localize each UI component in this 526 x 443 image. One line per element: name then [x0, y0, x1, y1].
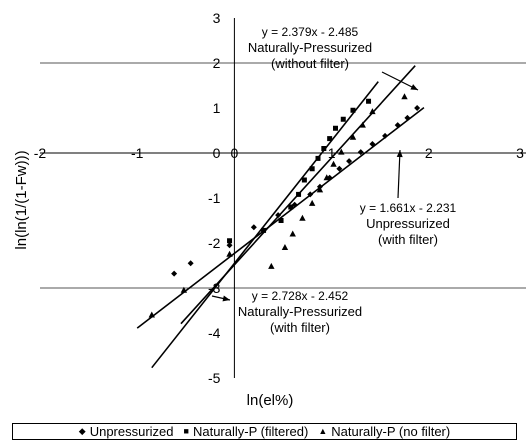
- y-tick-label: 3: [213, 10, 221, 26]
- square-point: [340, 116, 346, 122]
- x-tick-label: 2: [425, 145, 433, 161]
- diamond-point: [382, 132, 389, 139]
- diamond-point: [346, 158, 353, 165]
- legend-item-unpressurized: ◆ Unpressurized: [79, 424, 174, 439]
- y-tick-label: -4: [208, 325, 221, 341]
- triangle-point: [349, 133, 357, 140]
- diamond-point: [404, 114, 411, 121]
- annotation-text: Naturally-Pressurized: [248, 40, 372, 55]
- y-tick-label: -5: [208, 370, 221, 386]
- diamond-point: [250, 224, 257, 231]
- square-point: [301, 177, 307, 183]
- diamond-point: [394, 122, 401, 129]
- annotation-text: Naturally-Pressurized: [238, 304, 362, 319]
- annotation-text: (with filter): [270, 320, 330, 335]
- axes: [40, 18, 526, 378]
- y-axis-label: ln(ln(1/(1-Fw))): [13, 150, 30, 249]
- annotations: y = 2.379x - 2.485Naturally-Pressurized(…: [211, 25, 457, 335]
- diamond-point: [187, 260, 194, 267]
- triangle-point: [148, 311, 155, 318]
- triangle-point: [359, 121, 366, 128]
- gridlines: [40, 62, 526, 289]
- triangle-point: [338, 148, 345, 155]
- x-tick-label: 1: [328, 145, 336, 161]
- square-point: [296, 191, 302, 197]
- triangle-point: [401, 93, 408, 100]
- diamond-point: [307, 191, 314, 198]
- x-tick-label: 0: [231, 145, 239, 161]
- diamond-point: [336, 165, 343, 172]
- legend-item-naturally-p-filtered: ■ Naturally-P (filtered): [184, 424, 309, 439]
- annotation-arrowhead: [222, 295, 230, 302]
- triangle-marker-icon: ▲: [318, 426, 328, 436]
- diamond-point: [226, 242, 233, 249]
- legend-item-naturally-p-no-filter: ▲ Naturally-P (no filter): [318, 424, 450, 439]
- triangle-point: [308, 199, 316, 206]
- triangle-point: [323, 174, 330, 181]
- square-point: [350, 107, 356, 113]
- legend-label: Naturally-P (no filter): [331, 424, 451, 439]
- square-point: [366, 98, 372, 104]
- diamond-point: [369, 141, 376, 147]
- legend-label: Naturally-P (filtered): [192, 424, 309, 439]
- annotation-text: y = 2.379x - 2.485: [262, 25, 359, 39]
- square-point: [227, 238, 233, 244]
- diamond-point: [275, 212, 282, 219]
- triangle-point: [289, 230, 296, 237]
- triangle-point: [330, 160, 337, 167]
- legend: ◆ Unpressurized ■ Naturally-P (filtered)…: [12, 423, 517, 440]
- y-tick-label: -1: [208, 190, 221, 206]
- triangle-point: [281, 244, 289, 250]
- square-point: [321, 146, 327, 151]
- square-point: [309, 166, 315, 172]
- square-point: [332, 125, 338, 131]
- y-tick-label: 1: [213, 100, 221, 116]
- square-marker-icon: ■: [183, 426, 189, 436]
- annotation-arrow: [397, 149, 401, 199]
- triangle-point: [299, 214, 306, 221]
- annotation-arrowhead: [410, 84, 418, 90]
- annotation-text: y = 2.728x - 2.452: [252, 289, 349, 303]
- square-point: [315, 155, 321, 161]
- square-point: [327, 136, 333, 142]
- annotation-text: (without filter): [271, 56, 349, 71]
- legend-label: Unpressurized: [89, 424, 174, 439]
- triangle-point: [226, 250, 233, 257]
- square-point: [288, 204, 294, 210]
- triangle-point: [268, 262, 275, 269]
- triangle-point: [369, 108, 376, 115]
- data-points: [148, 93, 421, 318]
- square-point: [261, 227, 267, 233]
- triangle-point: [316, 186, 324, 193]
- x-tick-label: -2: [34, 145, 47, 161]
- annotation-text: Unpressurized: [366, 216, 450, 231]
- annotation-text: (with filter): [378, 232, 438, 247]
- annotation-text: y = 1.661x - 2.231: [360, 201, 457, 215]
- x-axis-label: ln(el%): [247, 392, 294, 409]
- diamond-point: [171, 270, 178, 277]
- diamond-point: [414, 105, 421, 111]
- x-tick-label: -1: [131, 145, 144, 161]
- diamond-point: [357, 149, 364, 156]
- diamond-marker-icon: ◆: [78, 426, 86, 436]
- x-tick-label: 3: [516, 145, 524, 161]
- square-point: [278, 218, 284, 223]
- trendline: [151, 81, 379, 369]
- y-tick-label: 0: [213, 145, 221, 161]
- annotation-arrowhead: [396, 150, 403, 158]
- y-tick-label: -2: [208, 235, 221, 251]
- triangle-point: [180, 286, 188, 293]
- y-tick-label: 2: [213, 55, 221, 71]
